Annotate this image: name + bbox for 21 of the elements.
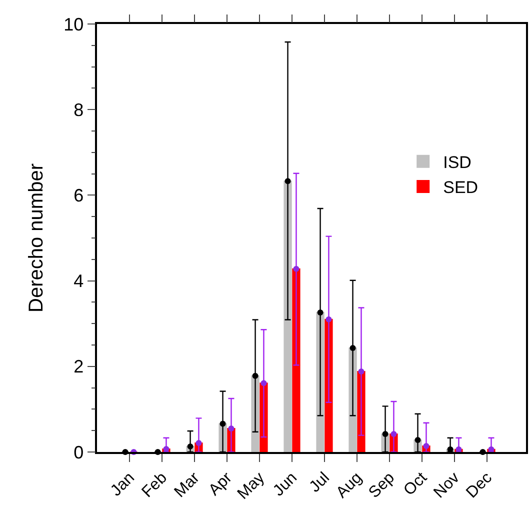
y-tick-label: 6 [74, 186, 84, 206]
x-tick-label: Aug [333, 469, 366, 502]
y-tick-label: 2 [74, 356, 84, 377]
x-tick-label: Dec [463, 469, 496, 502]
y-tick-label: 10 [64, 14, 84, 34]
x-tick-label: Jun [270, 469, 300, 500]
x-tick-label: Nov [430, 469, 463, 502]
x-tick-label: Oct [400, 469, 431, 500]
x-tick-label: Jan [108, 469, 138, 500]
x-tick-label: Apr [206, 468, 236, 500]
x-tick-label: Sep [366, 469, 398, 502]
x-tick-label: May [234, 469, 268, 503]
y-tick-label: 8 [74, 100, 84, 120]
y-axis-title: Derecho number [26, 163, 48, 312]
legend-label: SED [443, 178, 478, 198]
y-tick-label: 0 [74, 442, 84, 462]
y-tick-label: 4 [74, 271, 84, 292]
x-tick-label: Jul [306, 469, 333, 496]
x-tick-label: Mar [171, 468, 204, 501]
legend-label: ISD [443, 153, 472, 172]
x-tick-label: Feb [138, 469, 171, 501]
